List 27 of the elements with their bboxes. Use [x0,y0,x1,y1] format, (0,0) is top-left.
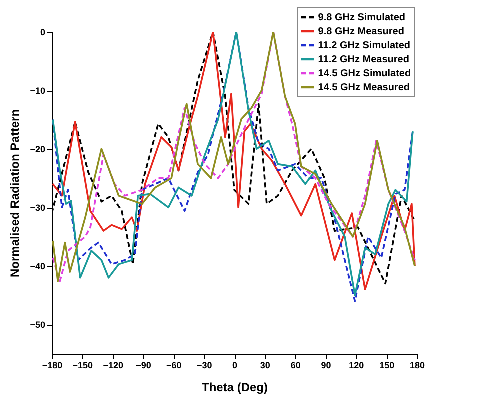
legend-label: 11.2 GHz Simulated [318,40,411,52]
x-tick-label: −120 [103,360,124,370]
x-axis-title: Theta (Deg) [202,380,268,394]
y-tick-label: −50 [30,320,46,330]
x-tick-label: −30 [196,360,212,370]
legend-label: 9.8 GHz Measured [318,26,404,38]
x-tick-label: 120 [349,360,364,370]
y-tick-label: −30 [30,203,46,214]
x-tick-label: 30 [260,360,270,370]
x-tick-label: 90 [321,360,332,370]
y-tick-label: −10 [30,86,46,96]
x-tick-label: 150 [380,360,395,370]
x-tick-label: −90 [136,360,152,370]
legend-label: 9.8 GHz Simulated [318,12,406,24]
x-tick-label: 180 [410,360,426,370]
legend-label: 14.5 GHz Measured [318,82,410,94]
x-tick-label: −150 [72,360,94,370]
y-tick-label: −40 [30,262,46,272]
x-tick-label: 60 [290,360,301,370]
y-tick-label: 0 [40,28,46,38]
x-tick-label: −60 [166,360,182,370]
legend-label: 11.2 GHz Measured [318,54,410,66]
x-tick-label: −180 [42,360,63,370]
legend-label: 14.5 GHz Simulated [318,68,412,80]
y-tick-label: −20 [30,144,46,155]
y-axis-title: Normalised Radiation Pattern [8,109,22,278]
x-tick-label: 0 [232,360,238,370]
